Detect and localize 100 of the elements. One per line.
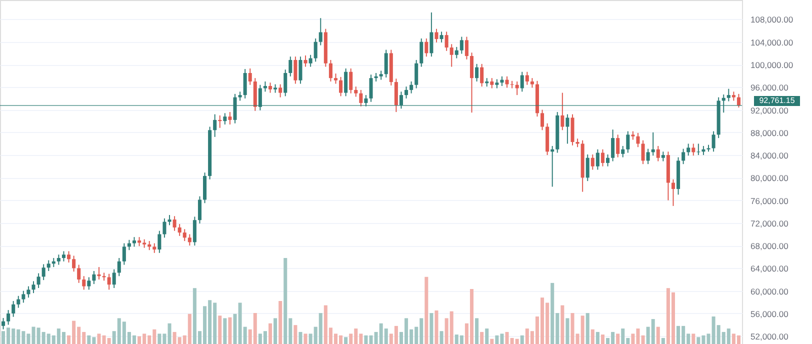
y-tick-label: 56,000.00 <box>750 308 789 319</box>
candlestick <box>384 49 388 78</box>
candlestick <box>410 80 414 94</box>
candlestick <box>203 172 207 204</box>
bar <box>430 313 434 344</box>
candlestick <box>530 78 534 88</box>
candlestick <box>470 52 474 114</box>
candlestick <box>520 71 524 92</box>
bar <box>566 318 570 344</box>
candlestick <box>314 38 318 62</box>
candlestick <box>22 290 26 304</box>
candlestick <box>560 92 564 131</box>
y-tick-label: 100,000.00 <box>750 60 794 70</box>
candlestick <box>596 148 600 170</box>
candlestick <box>258 84 262 111</box>
candlestick <box>732 91 736 102</box>
candlestick <box>661 151 665 162</box>
y-tick-label: 64,000.00 <box>750 264 789 274</box>
candlestick <box>646 148 650 165</box>
candlestick <box>294 56 298 84</box>
candlestick <box>152 242 156 254</box>
bar <box>596 332 600 344</box>
candlestick <box>248 68 252 86</box>
candlestick <box>132 236 136 248</box>
y-tick-label: 92,000.00 <box>750 105 789 116</box>
candlestick <box>726 88 730 102</box>
candlestick <box>233 93 237 124</box>
candlestick <box>172 216 176 232</box>
candlestick <box>515 80 519 96</box>
candlestick <box>566 114 570 144</box>
candlestick <box>334 73 338 84</box>
candlestick <box>430 12 434 58</box>
candlestick <box>117 258 121 277</box>
candlestick <box>611 129 615 162</box>
candlestick <box>243 68 247 99</box>
candlestick <box>42 264 46 281</box>
candlestick <box>454 46 458 59</box>
candlestick <box>339 76 343 97</box>
candlestick <box>178 224 182 236</box>
candlestick <box>540 109 544 131</box>
bar <box>586 313 590 344</box>
candlestick <box>621 145 625 158</box>
bar <box>304 334 308 344</box>
bar <box>278 301 282 344</box>
candlestick <box>278 84 282 98</box>
candlestick <box>122 242 126 266</box>
bar <box>268 323 272 344</box>
candlestick <box>298 56 302 84</box>
candlestick <box>626 130 630 154</box>
candlestick <box>66 250 71 264</box>
bar <box>520 335 524 344</box>
bar <box>661 338 665 344</box>
candlestick <box>434 28 438 43</box>
candlestick <box>414 59 418 89</box>
candlestick <box>238 91 242 102</box>
candlestick <box>213 114 217 138</box>
y-tick-label: 84,000.00 <box>750 150 789 161</box>
candlestick <box>525 71 529 86</box>
bar <box>298 332 302 344</box>
candlestick <box>671 178 676 206</box>
candlestick <box>424 38 428 58</box>
candlestick <box>495 78 499 89</box>
candlestick <box>656 145 660 162</box>
candlestick <box>641 140 645 165</box>
bar <box>600 334 604 344</box>
bar <box>344 337 348 344</box>
candlestick <box>168 214 172 226</box>
y-tick-label: 52,000.00 <box>750 332 789 342</box>
y-tick-label: 60,000.00 <box>750 286 789 296</box>
candlestick <box>475 63 479 82</box>
candlestick <box>36 272 40 288</box>
candlestick <box>284 69 288 97</box>
candlestick <box>328 59 332 82</box>
candlestick <box>444 31 448 52</box>
bar <box>294 325 298 344</box>
candlestick <box>450 44 454 68</box>
candlestick <box>505 76 509 88</box>
candlestick <box>46 260 50 272</box>
candlestick <box>198 196 202 224</box>
bar <box>560 305 564 344</box>
candlestick <box>77 264 81 284</box>
candlestick <box>223 112 227 125</box>
candlestick <box>692 143 696 156</box>
candlestick <box>263 80 267 92</box>
y-tick-label: 68,000.00 <box>750 241 789 252</box>
candlestick <box>404 86 408 99</box>
candlestick <box>460 36 464 54</box>
candlestick <box>354 86 358 98</box>
candlestick <box>92 270 96 285</box>
candlestick <box>192 216 196 246</box>
candlestick <box>16 295 20 308</box>
candlestick <box>712 130 716 152</box>
candlestick <box>369 74 373 102</box>
bar <box>485 328 489 344</box>
candlestick <box>2 317 6 330</box>
candlestick <box>268 82 272 94</box>
candlestick <box>12 300 16 318</box>
candlestick <box>62 250 66 262</box>
y-tick-label: 72,000.00 <box>750 218 789 228</box>
candlestick <box>616 134 620 158</box>
